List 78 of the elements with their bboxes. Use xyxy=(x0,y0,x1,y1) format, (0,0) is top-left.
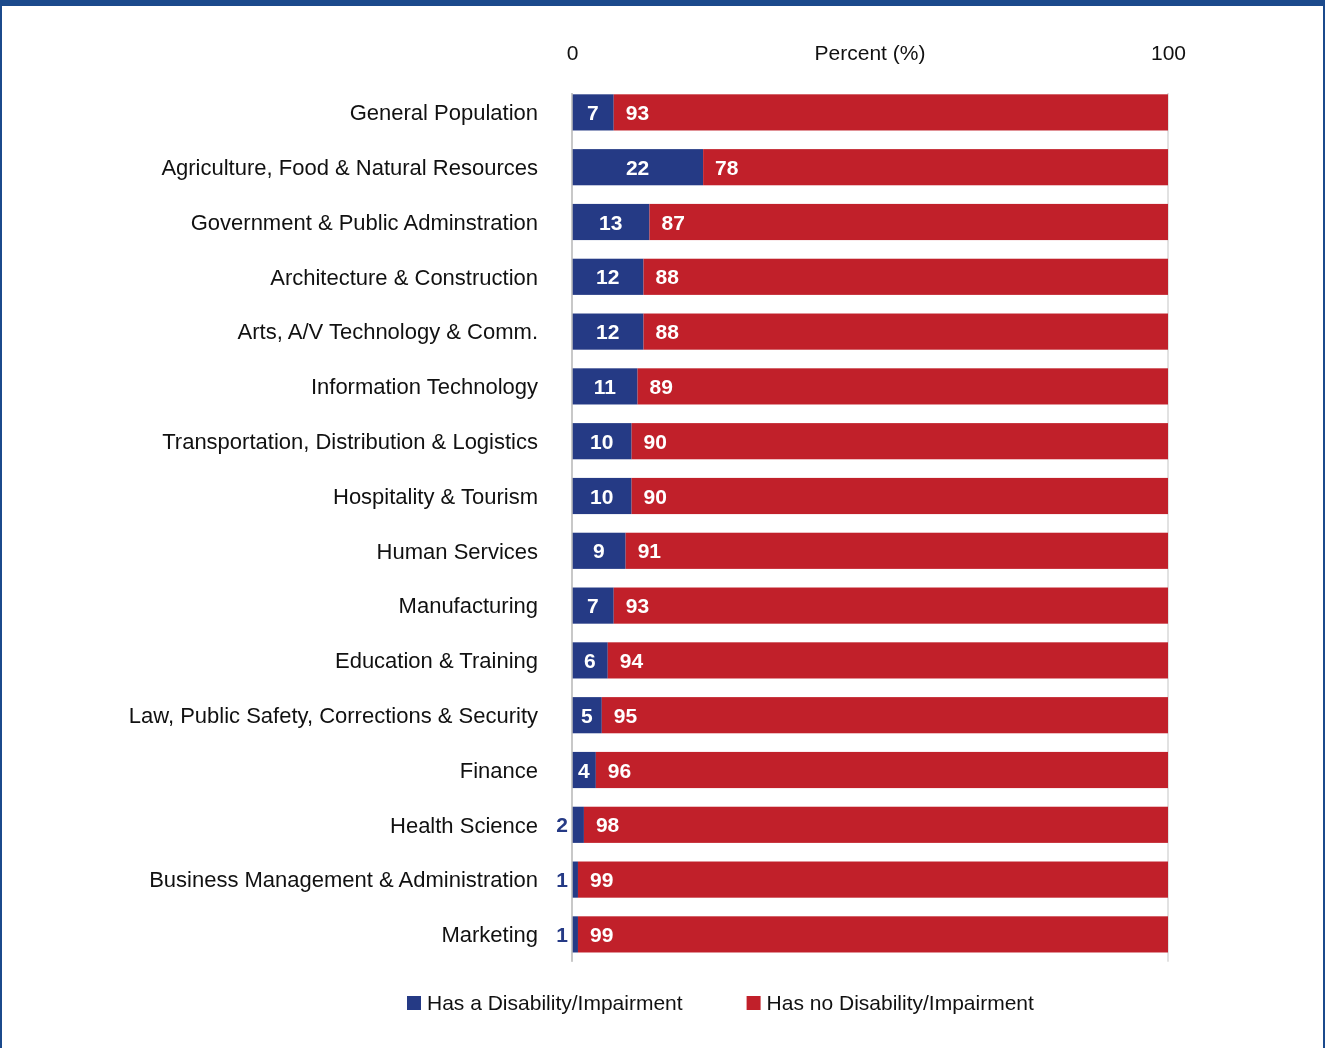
bar xyxy=(613,587,1168,624)
bar xyxy=(637,368,1168,405)
y-tick-label: Arts, A/V Technology & Comm. xyxy=(237,319,538,345)
data-label: 98 xyxy=(595,813,620,837)
bar xyxy=(643,258,1168,295)
y-tick-label: Government & Public Adminstration xyxy=(190,209,538,235)
data-label: 5 xyxy=(581,703,594,727)
x-axis-title: Percent (%) xyxy=(814,41,926,64)
data-label: 13 xyxy=(599,210,623,234)
data-label: 89 xyxy=(649,374,673,398)
bar xyxy=(583,806,1168,843)
legend-label: Has no Disability/Impairment xyxy=(766,991,1035,1015)
legend-label: Has a Disability/Impairment xyxy=(427,991,683,1015)
bar xyxy=(572,806,584,843)
data-label: 91 xyxy=(637,539,662,563)
bar xyxy=(572,532,626,569)
bar xyxy=(625,532,1168,569)
bar xyxy=(572,313,644,350)
x-tick-label: 0 xyxy=(566,41,579,64)
data-label: 88 xyxy=(655,265,680,289)
data-label: 12 xyxy=(596,320,620,344)
bar xyxy=(703,149,1168,186)
data-label: 1 xyxy=(556,922,569,946)
bar xyxy=(572,203,650,241)
bar xyxy=(572,258,644,295)
data-label: 88 xyxy=(655,320,680,344)
data-label: 1 xyxy=(556,868,569,892)
bar xyxy=(631,477,1168,515)
y-tick-label: Transportation, Distribution & Logistics xyxy=(162,428,538,454)
bar xyxy=(613,94,1168,131)
data-label: 93 xyxy=(625,100,650,124)
bar xyxy=(572,368,638,405)
y-tick-label: Architecture & Construction xyxy=(270,264,538,290)
data-label: 99 xyxy=(589,868,614,892)
y-tick-label: General Population xyxy=(349,100,538,126)
y-tick-label: Business Management & Administration xyxy=(149,867,538,893)
data-label: 11 xyxy=(593,374,617,398)
y-tick-label: Law, Public Safety, Corrections & Security xyxy=(128,702,538,728)
data-label: 95 xyxy=(613,703,638,727)
data-label: 96 xyxy=(607,758,632,782)
data-label: 78 xyxy=(715,155,739,179)
data-label: 4 xyxy=(578,758,591,782)
data-label: 90 xyxy=(643,429,667,453)
data-label: 90 xyxy=(643,484,667,508)
data-label: 12 xyxy=(596,265,620,289)
bar xyxy=(595,751,1168,789)
data-label: 94 xyxy=(619,648,644,672)
bar xyxy=(577,861,1168,898)
data-label: 22 xyxy=(625,155,650,179)
y-tick-label: Hospitality & Tourism xyxy=(333,483,538,509)
data-label: 7 xyxy=(587,594,599,618)
bar xyxy=(649,203,1168,241)
data-label: 7 xyxy=(587,100,599,124)
x-tick-label: 100 xyxy=(1150,41,1187,64)
data-label: 99 xyxy=(589,922,614,946)
bar xyxy=(601,697,1168,734)
y-tick-label: Marketing xyxy=(441,922,538,948)
data-label: 87 xyxy=(661,210,685,234)
data-label: 9 xyxy=(592,539,605,563)
data-label: 93 xyxy=(625,594,650,618)
y-tick-label: Education & Training xyxy=(334,648,538,674)
data-label: 10 xyxy=(590,484,614,508)
bar xyxy=(572,587,614,624)
y-tick-label: Information Technology xyxy=(310,374,538,400)
data-label: 2 xyxy=(556,813,568,837)
bar xyxy=(577,916,1168,953)
y-tick-label: Human Services xyxy=(376,538,538,564)
bar xyxy=(607,642,1168,679)
bar xyxy=(572,94,614,131)
y-tick-label: Manufacturing xyxy=(398,593,538,619)
bar xyxy=(631,423,1168,460)
bar xyxy=(643,313,1168,350)
data-label: 10 xyxy=(590,429,614,453)
y-tick-label: Agriculture, Food & Natural Resources xyxy=(161,154,538,180)
data-label: 6 xyxy=(584,648,596,672)
y-tick-label: Health Science xyxy=(390,812,538,838)
bar xyxy=(572,149,704,186)
y-tick-label: Finance xyxy=(459,757,538,783)
